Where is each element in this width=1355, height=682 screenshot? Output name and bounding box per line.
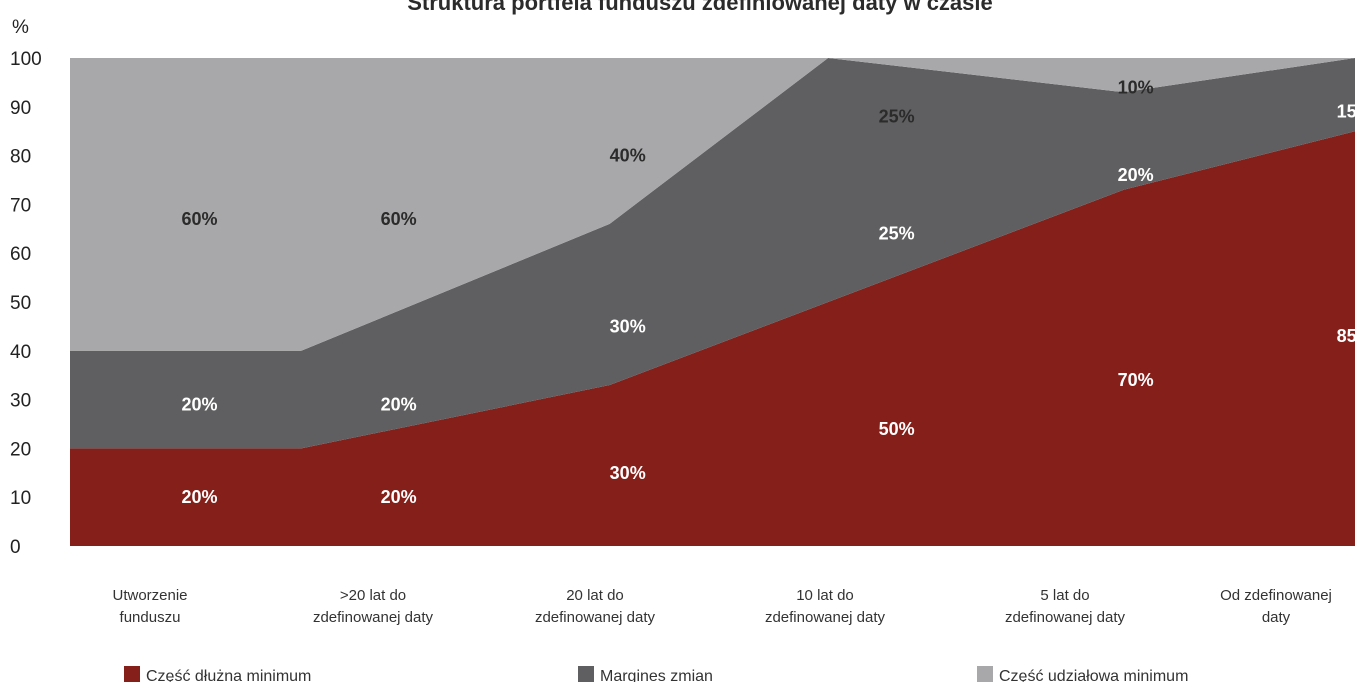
data-label: 20%: [381, 395, 417, 415]
data-label: 20%: [381, 487, 417, 507]
data-label: 30%: [610, 463, 646, 483]
y-tick-label: 30: [10, 391, 31, 412]
data-label: 85%: [1337, 326, 1355, 346]
x-tick-label: 10 lat do zdefinowanej daty: [765, 587, 886, 626]
data-label: 30%: [610, 316, 646, 336]
legend-label: Część dłużna minimum: [146, 668, 311, 682]
y-tick-label: 100: [10, 49, 42, 70]
area-series-2: [70, 58, 1355, 449]
y-tick-label: 0: [10, 537, 21, 558]
legend-swatch: [124, 666, 140, 682]
y-tick-label: 90: [10, 98, 31, 119]
data-label: 20%: [1118, 165, 1154, 185]
data-label: 70%: [1118, 370, 1154, 390]
data-label: 25%: [879, 107, 915, 127]
data-label: 20%: [181, 487, 217, 507]
legend-swatch: [578, 666, 594, 682]
y-tick-label: 20: [10, 439, 31, 460]
y-tick-label: 10: [10, 488, 31, 509]
data-label: 60%: [181, 209, 217, 229]
area-series-1: [70, 131, 1355, 546]
data-label: 25%: [879, 224, 915, 244]
y-tick-label: 40: [10, 342, 31, 363]
data-label: 50%: [879, 419, 915, 439]
x-tick-label: >20 lat do zdefinowanej daty: [313, 587, 434, 626]
y-tick-label: 80: [10, 147, 31, 168]
y-tick-label: 50: [10, 293, 31, 314]
data-labels-layer: 20% 20% 30% 50% 70% 85% 20% 20% 30% 25% 20% 15% 60% 6…: [181, 77, 1355, 507]
y-axis-unit-label: %: [12, 17, 29, 38]
data-label: 15%: [1337, 102, 1355, 122]
data-label: 40%: [610, 146, 646, 166]
legend-label: Margines zmian: [600, 668, 713, 682]
data-label: 20%: [181, 395, 217, 415]
x-tick-label: Od zdefinowanej daty: [1220, 587, 1332, 626]
x-tick-label: 5 lat do zdefinowanej daty: [1005, 587, 1126, 626]
data-label: 10%: [1118, 77, 1154, 97]
y-tick-label: 70: [10, 195, 31, 216]
legend-label: Część udziałowa minimum: [999, 668, 1188, 682]
legend: Część dłużna minimum Margines zmian Część …: [124, 666, 1188, 682]
data-label: 60%: [381, 209, 417, 229]
areas-layer: [70, 58, 1355, 546]
y-tick-label: 60: [10, 244, 31, 265]
axes-layer: 0 10 20 30 40 50 60 70 80 90 100 Utworzenie funduszu…: [10, 49, 1332, 626]
x-tick-label: Utworzenie funduszu: [112, 587, 187, 626]
chart-title: Struktura portfela funduszu zdefiniowane…: [407, 0, 993, 15]
x-tick-label: 20 lat do zdefinowanej daty: [535, 587, 656, 626]
area-series-3: [70, 58, 1355, 351]
legend-swatch: [977, 666, 993, 682]
